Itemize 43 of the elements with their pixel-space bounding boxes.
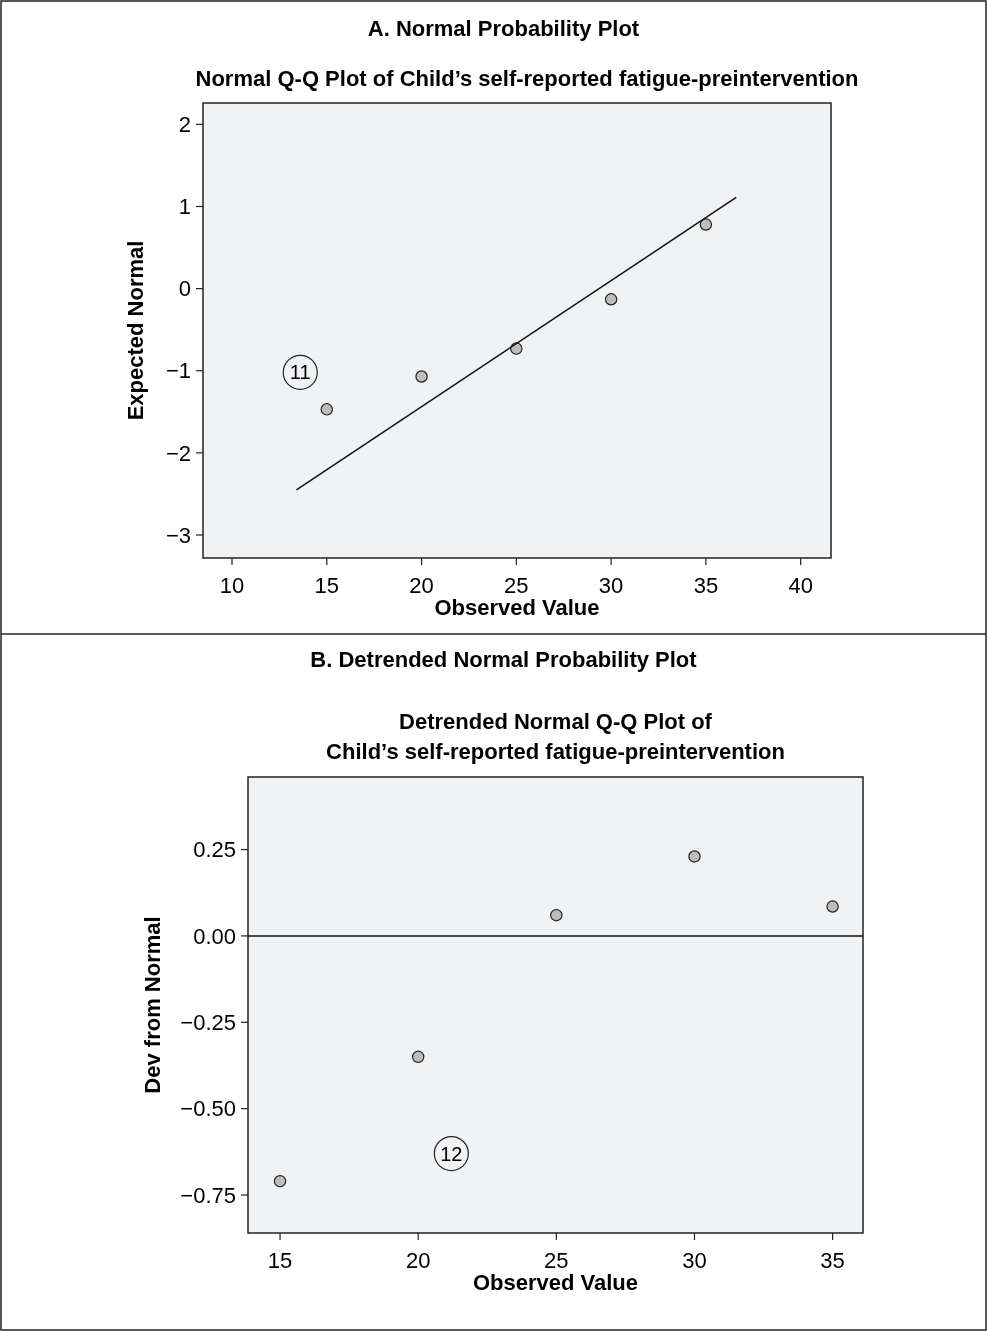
x-tick-label: 10 [219,573,245,598]
x-tick-label: 30 [598,573,624,598]
point [320,403,334,416]
x-tick-label: 20 [405,1248,431,1273]
x-tick-label: 30 [682,1248,707,1273]
chart-title: A. Normal Probability Plot [367,16,640,41]
y-axis-title: Expected Normal [123,240,148,421]
point [273,1174,287,1188]
x-tick-label: 20 [409,573,434,598]
y-tick-label: −1 [165,358,191,384]
x-axis-title: Observed Value [434,595,600,620]
chart-subtitle: Detrended Normal Q-Q Plot of Child’s self-reported fatigue-preintervention [326,709,785,764]
point [604,293,618,306]
point [411,1050,425,1064]
y-tick-label: 2 [178,112,191,138]
chart-subtitle: Normal Q-Q Plot of Child’s self-reported fatigue-preintervention [195,66,859,91]
y-tick-label: 0.00 [193,923,236,949]
x-tick-label: 15 [314,573,340,598]
x-tick-label: 25 [544,1248,569,1273]
y-tick-label: −0.50 [180,1096,236,1122]
annotation: 12 [440,1142,463,1165]
x-tick-label: 40 [788,573,813,598]
point [415,370,428,383]
x-tick-label: 35 [693,573,719,598]
y-axis-title: Dev from Normal [140,916,165,1094]
y-tick-label: 0.25 [193,837,236,863]
point [699,218,713,231]
chart-title: B. Detrended Normal Probability Plot [310,647,698,672]
x-tick-label: 25 [504,573,529,598]
y-tick-label: 0 [178,276,191,302]
point [826,900,839,913]
y-tick-label: −0.75 [180,1182,236,1208]
y-tick-label: 1 [178,194,191,220]
point [550,908,563,922]
point [510,342,523,355]
point [688,850,701,863]
y-tick-label: −3 [165,522,191,548]
y-tick-label: −0.25 [180,1009,236,1035]
x-tick-label: 35 [820,1248,845,1273]
x-axis-title: Observed Value [472,1270,639,1295]
y-tick-label: −2 [165,440,191,466]
annotation: 11 [289,361,311,384]
x-tick-label: 15 [267,1248,293,1273]
